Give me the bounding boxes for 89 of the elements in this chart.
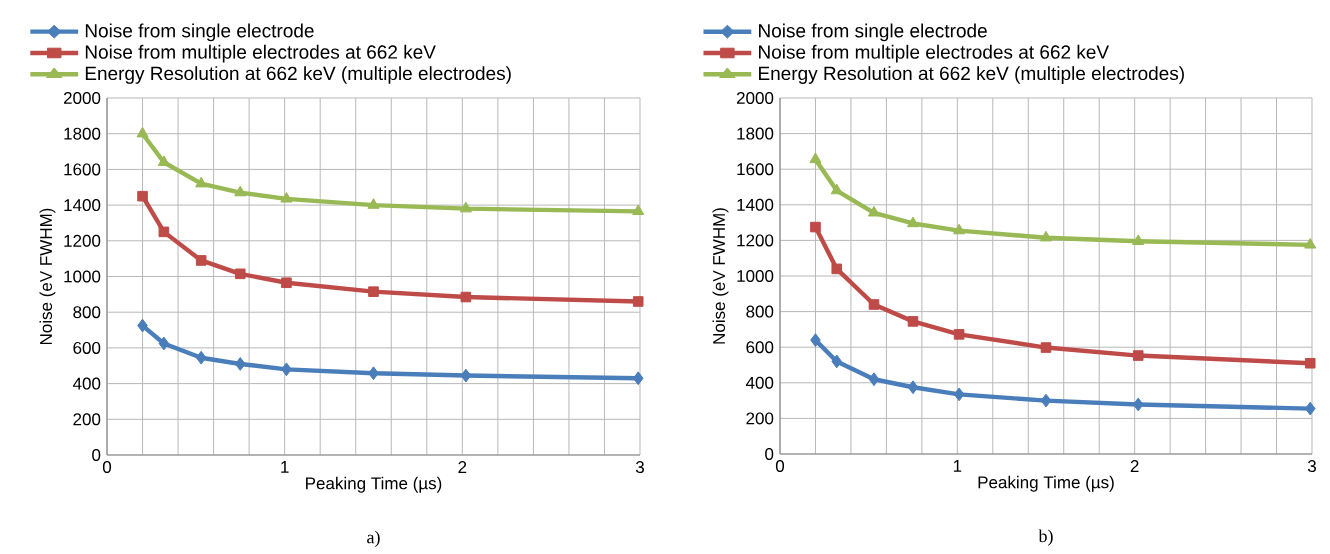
point [868,372,880,387]
y-tick-label: 600 [73,341,101,354]
point [953,223,966,235]
x-tick-label: 0 [102,461,112,474]
point [867,205,881,217]
y-tick-label: 800 [746,305,774,318]
point [195,350,207,365]
point [906,216,920,228]
point [831,263,843,275]
point [632,296,644,307]
point [809,152,822,164]
legend-label: Noise from single electrode [85,23,314,42]
point [632,371,644,386]
y-tick-label: 0 [92,449,101,462]
y-tick-label: 1800 [737,127,774,140]
point [953,329,965,340]
point [831,354,843,369]
point [136,126,149,138]
point [137,190,148,202]
y-tick-label: 1600 [64,163,101,176]
point [158,226,170,238]
point [367,198,380,209]
point [1132,234,1145,245]
x-tick-label: 1 [281,461,289,473]
y-tick-label: 1600 [737,163,774,176]
y-tick-label: 1800 [64,127,101,140]
point [1132,397,1144,412]
text: a) [367,530,380,547]
point [1040,393,1052,408]
y-tick-label: 400 [745,376,774,389]
x-axis-title: Peaking Time (µs) [306,476,442,493]
point [281,277,292,289]
point [281,362,292,377]
x-tick-label: 3 [1307,460,1316,473]
point [868,299,880,310]
x-tick-label: 1 [953,460,962,472]
point [234,357,246,371]
y-tick-label: 1200 [737,234,774,247]
y-tick-label: 200 [73,413,101,426]
point [810,221,821,233]
y-tick-label: 1000 [64,270,101,283]
point [1304,357,1316,369]
point [460,291,472,303]
x-tick-label: 3 [635,461,644,474]
y-tick-label: 1400 [64,199,101,212]
point [1132,350,1144,361]
y-tick-label: 2000 [736,92,774,105]
point [907,316,919,327]
point [234,268,246,280]
x-tick-label: 2 [1130,460,1139,472]
point [158,336,170,351]
x-tick-label: 0 [775,460,785,473]
point [368,366,379,381]
y-axis-title: Noise (eV FWHM) [712,208,729,344]
point [195,176,208,188]
point [195,255,207,266]
legend-label: Noise from multiple electrodes at 662 keV [759,44,1110,63]
y-tick-label: 600 [746,341,774,354]
y-tick-label: 800 [73,306,101,319]
point [157,155,170,166]
legend-label: Noise from single electrode [759,23,987,42]
legend-label: Noise from multiple electrodes at 662 keV [85,44,436,63]
y-tick-label: 2000 [63,92,101,105]
point [810,333,821,347]
point [137,318,148,333]
x-tick-label: 2 [458,461,467,473]
point [632,204,645,216]
y-tick-label: 1000 [737,270,774,283]
point [1304,237,1317,249]
point [234,185,247,197]
point [280,191,293,203]
x-axis-title: Peaking Time (µs) [978,475,1114,492]
y-tick-label: 400 [72,377,101,390]
point [1304,401,1316,416]
point [1039,230,1053,242]
y-tick-label: 1200 [64,234,101,247]
y-tick-label: 1400 [737,198,774,211]
point [953,387,965,402]
y-tick-label: 200 [746,412,774,425]
y-tick-label: 0 [765,448,774,461]
point [907,380,919,395]
y-axis-title: Noise (eV FWHM) [39,208,56,345]
point [459,201,472,213]
point [1040,342,1052,353]
legend-label: Energy Resolution at 662 keV (multiple electrodes) [85,66,511,84]
point [368,286,379,297]
point [460,368,472,383]
text: b) [1038,529,1053,546]
legend-label: Energy Resolution at 662 keV (multiple electrodes) [759,66,1184,84]
